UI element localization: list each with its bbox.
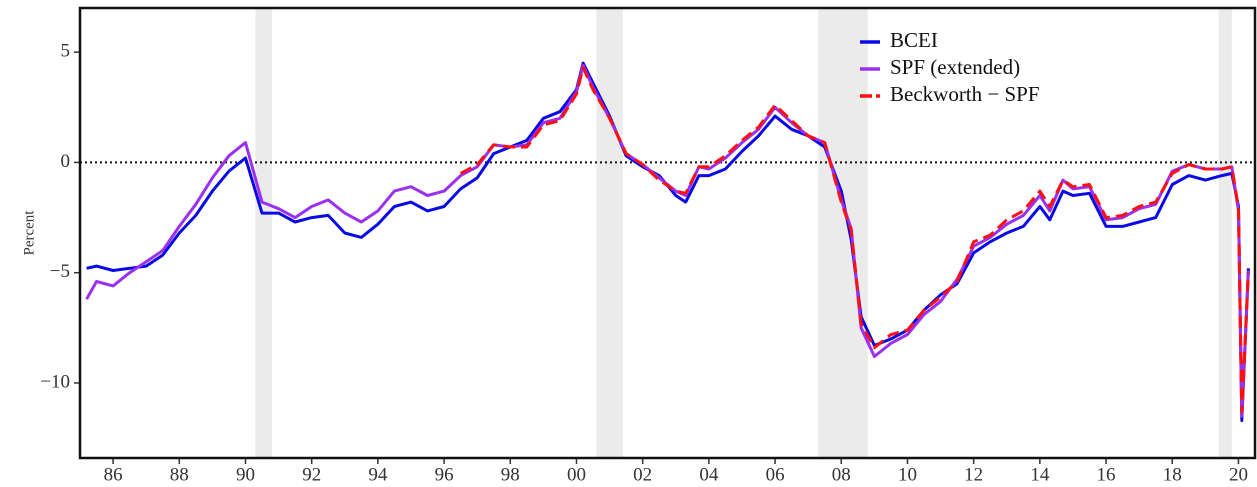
x-tick-label: 86	[104, 464, 123, 485]
x-tick-label: 94	[368, 464, 388, 485]
legend-label: BCEI	[890, 28, 938, 52]
x-tick-label: 06	[766, 464, 785, 485]
recession-band	[1218, 8, 1232, 458]
y-tick-label: −10	[40, 371, 70, 392]
recession-band	[596, 8, 623, 458]
x-tick-label: 10	[898, 464, 917, 485]
x-tick-label: 16	[1097, 464, 1116, 485]
legend: BCEI SPF (extended) Beckworth − SPF	[860, 28, 1040, 106]
x-tick-label: 98	[501, 464, 520, 485]
x-tick-label: 20	[1229, 464, 1248, 485]
x-tick-label: 14	[1030, 464, 1050, 485]
legend-label: SPF (extended)	[890, 55, 1020, 79]
x-tick-label: 00	[567, 464, 586, 485]
y-tick-label: 0	[61, 151, 71, 172]
x-tick-label: 04	[699, 464, 719, 485]
recession-band	[255, 8, 272, 458]
x-tick-label: 08	[832, 464, 851, 485]
x-tick-label: 12	[964, 464, 983, 485]
y-axis-label: Percent	[21, 210, 37, 256]
plot-frame	[78, 6, 1257, 460]
y-tick-label: 5	[61, 40, 71, 61]
x-tick-label: 92	[302, 464, 321, 485]
x-tick-label: 96	[435, 464, 454, 485]
series-line	[459, 66, 1250, 414]
recession-band	[818, 8, 868, 458]
legend-label: Beckworth − SPF	[890, 82, 1040, 106]
x-tick-label: 02	[633, 464, 652, 485]
x-tick-label: 88	[170, 464, 189, 485]
x-tick-label: 18	[1163, 464, 1182, 485]
y-tick-label: −5	[50, 261, 70, 282]
series-line	[86, 61, 1250, 422]
x-tick-label: 90	[236, 464, 255, 485]
